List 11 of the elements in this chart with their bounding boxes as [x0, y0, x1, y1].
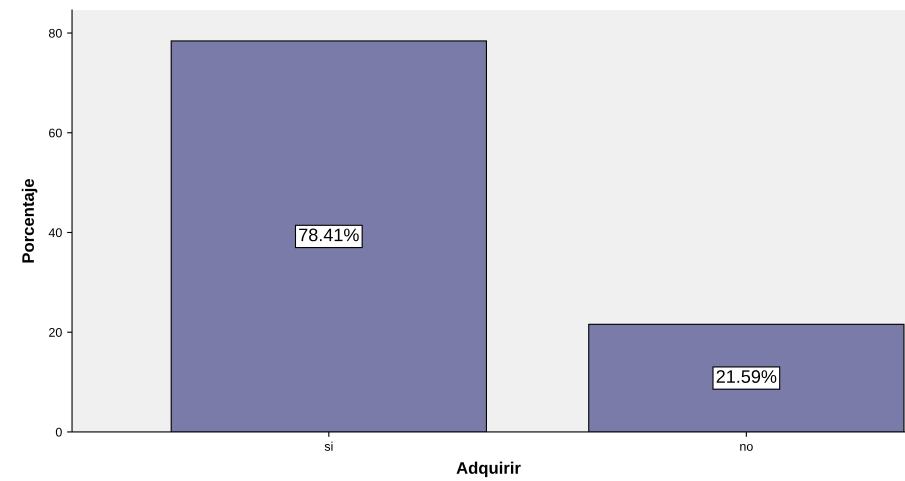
y-axis-title: Porcentaje	[22, 178, 38, 263]
y-tick-label: 0	[56, 428, 62, 437]
y-tick-label: 60	[49, 128, 62, 138]
data-label: 78.41%	[299, 228, 359, 242]
x-tick-label: si	[324, 442, 332, 451]
data-label: 21.59%	[716, 370, 776, 383]
y-tick-label: 40	[48, 228, 62, 238]
x-axis-title: Adquirir	[456, 462, 521, 478]
x-tick-label: no	[740, 444, 753, 451]
y-tick-label: 80	[48, 28, 62, 38]
y-tick-label: 20	[49, 328, 62, 337]
